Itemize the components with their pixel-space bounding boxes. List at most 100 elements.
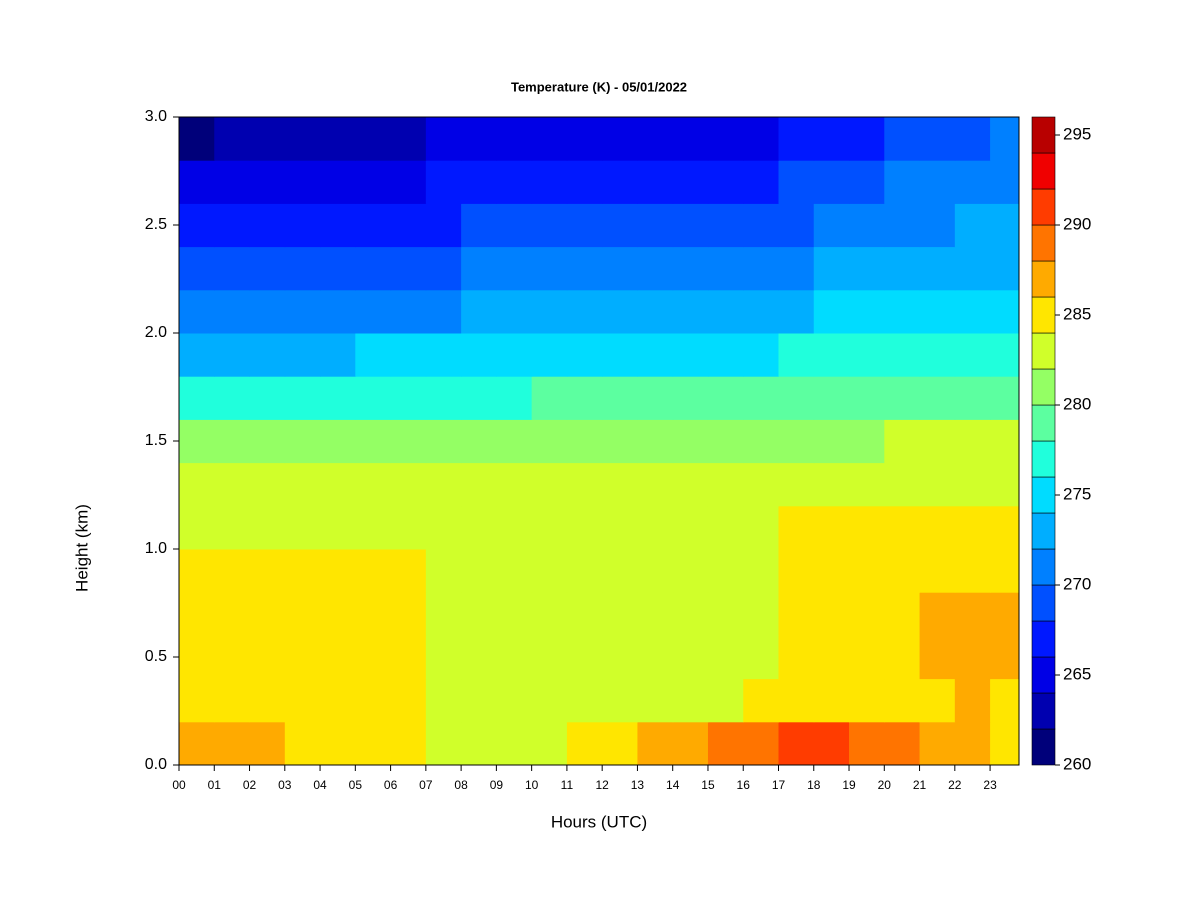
heat-cell [179,419,215,464]
heat-cell [990,246,1019,291]
x-axis-label: Hours (UTC) [551,812,647,831]
heat-cell [284,678,321,723]
heat-cell [531,505,568,550]
heat-cell [813,117,850,161]
heat-cell [919,678,956,723]
heat-cell [179,462,215,507]
heat-cell [461,376,497,420]
heat-cell [355,678,392,723]
heat-cell [778,376,815,420]
heat-cell [425,117,462,161]
heat-cell [849,505,885,550]
colorbar-tick-label: 280 [1063,394,1091,413]
heat-cell [849,678,885,723]
heat-cell [672,246,709,291]
colorbar-band [1031,224,1056,262]
heat-cell [954,549,991,593]
heat-cell [743,721,779,765]
heat-cell [461,203,497,248]
heat-cell [672,592,709,636]
heat-cell [778,592,815,636]
heat-cell [284,203,321,248]
heat-cell [884,246,921,291]
y-axis-label: Height (km) [72,504,91,592]
heat-cell [743,289,779,334]
heat-cell [355,289,392,334]
heat-cell [602,160,638,204]
heat-cell [707,203,744,248]
heat-cell [390,549,427,593]
heat-cell [919,462,956,507]
heat-cell [813,246,850,291]
heat-cell [284,635,321,680]
colorbar-band [1031,152,1056,190]
heat-cell [496,549,533,593]
heat-cell [566,635,603,680]
heat-cell [249,333,286,377]
heat-cell [637,462,674,507]
heat-cell [813,462,850,507]
heat-cell [531,462,568,507]
heat-cell [919,203,956,248]
heat-cell [355,376,392,420]
x-tick-label: 04 [313,778,327,792]
heat-cell [602,376,638,420]
heat-cell [284,289,321,334]
heat-cell [813,635,850,680]
heat-cell [390,678,427,723]
x-tick-label: 03 [278,778,292,792]
heat-cell [778,678,815,723]
heat-cell [566,376,603,420]
heat-cell [849,376,885,420]
heat-cell [461,160,497,204]
heat-cell [249,419,286,464]
heat-cell [461,419,497,464]
heat-cell [990,505,1019,550]
heat-cell [743,592,779,636]
heat-cell [778,246,815,291]
heat-cell [884,333,921,377]
heat-cell [355,160,392,204]
heat-cell [179,635,215,680]
heat-cell [179,333,215,377]
heat-cell [179,505,215,550]
heat-cell [425,678,462,723]
heat-cell [531,117,568,161]
colorbar-band [1031,116,1056,154]
heat-cell [496,505,533,550]
heat-cell [425,721,462,765]
heat-cell [214,462,251,507]
heat-cell [425,246,462,291]
heat-cell [990,376,1019,420]
heat-cell [919,289,956,334]
x-tick-label: 13 [631,778,645,792]
heat-cell [496,117,533,161]
heat-cell [707,635,744,680]
heat-cell [461,592,497,636]
heat-cell [390,505,427,550]
heat-cell [813,419,850,464]
heat-cell [602,333,638,377]
heat-cell [954,592,991,636]
heat-cell [179,721,215,765]
heat-cell [672,419,709,464]
heat-cell [990,549,1019,593]
heat-cell [743,117,779,161]
heat-cell [249,592,286,636]
heat-cell [531,419,568,464]
heat-cell [179,246,215,291]
heat-cell [743,203,779,248]
heat-cell [884,549,921,593]
heat-cell [214,246,251,291]
heat-cell [214,160,251,204]
heat-cell [179,289,215,334]
heat-cell [284,376,321,420]
x-tick-label: 22 [948,778,962,792]
heat-cell [672,505,709,550]
heat-cell [425,376,462,420]
heat-cell [672,289,709,334]
heat-cell [214,549,251,593]
heat-cell [320,678,356,723]
colorbar-band [1031,728,1056,766]
heat-cell [425,505,462,550]
